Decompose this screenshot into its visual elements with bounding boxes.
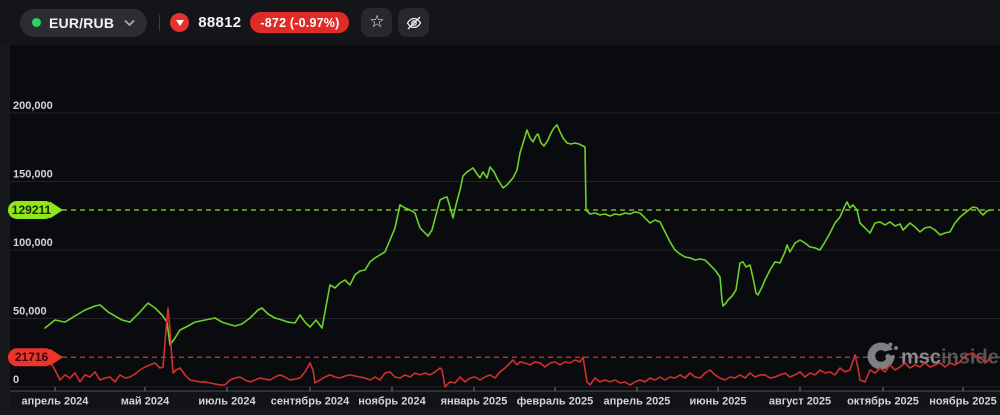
svg-text:21716: 21716 <box>15 350 49 364</box>
y-axis-label: 100,000 <box>13 237 53 249</box>
x-axis-label: апрель 2024 <box>22 396 90 408</box>
x-axis-label: июль 2024 <box>198 396 256 408</box>
grid-layer: 200,000 150,000 100,000 50,000 0 <box>10 100 1000 388</box>
favorite-button[interactable]: ☆ <box>361 8 393 37</box>
x-axis-label: июнь 2025 <box>689 396 746 408</box>
top-toolbar: EUR/RUB 88812 -872 (-0.97%) ☆ <box>0 0 1000 45</box>
x-axis-label: октябрь 2025 <box>847 396 919 408</box>
x-axis-label: ноябрь 2025 <box>929 396 996 408</box>
x-axis-label: сентябрь 2024 <box>271 396 350 408</box>
eye-off-icon <box>406 16 422 29</box>
change-badge: -872 (-0.97%) <box>250 12 350 33</box>
x-axis[interactable]: апрель 2024 май 2024 июль 2024 сентябрь 202… <box>10 387 1000 408</box>
watermark: mscinsider <box>867 342 1000 370</box>
chart-plot-background <box>10 45 1000 391</box>
toolbar-divider <box>159 14 161 31</box>
x-axis-label: апрель 2025 <box>604 396 671 408</box>
watermark-text: mscinsider <box>901 347 1000 369</box>
symbol-label: EUR/RUB <box>49 14 115 31</box>
price-label-green: 129211 <box>8 200 63 219</box>
chevron-down-icon <box>124 19 135 27</box>
y-axis-label: 150,000 <box>13 169 53 181</box>
symbol-selector[interactable]: EUR/RUB <box>20 8 148 37</box>
star-icon: ☆ <box>369 12 385 31</box>
y-axis-label: 200,000 <box>13 100 53 112</box>
y-axis-label: 0 <box>13 374 19 386</box>
series-red-line <box>47 307 991 388</box>
svg-text:129211: 129211 <box>12 203 52 217</box>
price-label-red: 21716 <box>8 348 63 367</box>
x-axis-label: май 2024 <box>121 396 170 408</box>
x-axis-label: февраль 2025 <box>517 396 593 408</box>
series-green-line <box>44 124 991 346</box>
price-dashed-lines <box>8 209 1000 358</box>
market-open-dot-icon <box>32 18 41 27</box>
visibility-toggle-button[interactable] <box>398 8 430 37</box>
time-axis-background <box>10 391 1000 409</box>
x-axis-label: август 2025 <box>769 396 831 408</box>
price-label-pills: 129211 21716 <box>8 200 63 367</box>
series-layer <box>44 124 991 388</box>
x-axis-label: ноябрь 2024 <box>358 396 426 408</box>
direction-down-icon <box>170 13 190 32</box>
y-axis-label: 50,000 <box>13 306 47 318</box>
x-axis-label: январь 2025 <box>441 396 508 408</box>
price-value: 88812 <box>198 14 242 31</box>
